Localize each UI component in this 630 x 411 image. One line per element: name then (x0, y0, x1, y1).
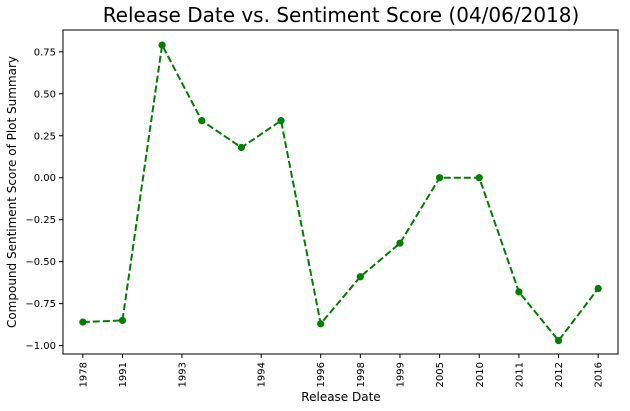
y-tick-label: −0.50 (25, 257, 56, 268)
data-point (277, 117, 285, 125)
x-axis-label: Release Date (301, 390, 380, 404)
y-tick-label: 0.00 (34, 173, 56, 184)
data-point (396, 239, 404, 247)
x-tick-label: 1996 (316, 362, 327, 387)
series-line (82, 44, 599, 342)
data-point (436, 174, 444, 182)
y-tick-label: 0.25 (34, 131, 56, 142)
data-point (198, 117, 206, 125)
y-axis: −1.00 −0.75 −0.50 −0.25 0.00 0.25 0.50 0.75 (25, 47, 63, 352)
data-point (515, 288, 523, 296)
x-tick-label: 2011 (514, 362, 525, 387)
y-tick-label: 0.75 (34, 47, 56, 58)
chart-title: Release Date vs. Sentiment Score (04/06/… (103, 3, 580, 27)
x-tick-label: 1993 (177, 362, 188, 387)
data-point (317, 320, 325, 328)
series-sentiment (79, 41, 602, 345)
x-tick-label: 2005 (435, 362, 446, 387)
plot-area (62, 29, 619, 355)
data-point (475, 174, 483, 182)
y-axis-label: Compound Sentiment Score of Plot Summary (5, 56, 19, 328)
data-point (356, 273, 364, 281)
data-point (79, 318, 87, 326)
data-point (554, 336, 563, 345)
x-tick-label: 1999 (395, 362, 406, 387)
x-tick-label: 1998 (356, 362, 367, 387)
data-point (118, 316, 127, 325)
x-tick-label: 2012 (554, 362, 565, 387)
data-point (237, 143, 245, 152)
x-tick-label: 1994 (257, 362, 268, 387)
y-tick-label: −0.25 (25, 215, 56, 226)
data-point (594, 284, 602, 293)
y-tick-label: −0.75 (25, 299, 56, 310)
data-point (158, 41, 166, 49)
x-axis: 1978 1991 1993 1994 1996 1998 1999 2005 2010 2011… (78, 354, 605, 387)
x-tick-label: 2010 (475, 362, 486, 387)
x-tick-label: 2016 (594, 362, 605, 387)
y-tick-label: −1.00 (25, 341, 56, 352)
x-tick-label: 1978 (78, 362, 89, 387)
y-tick-label: 0.50 (34, 89, 56, 100)
x-tick-label: 1991 (118, 362, 129, 387)
